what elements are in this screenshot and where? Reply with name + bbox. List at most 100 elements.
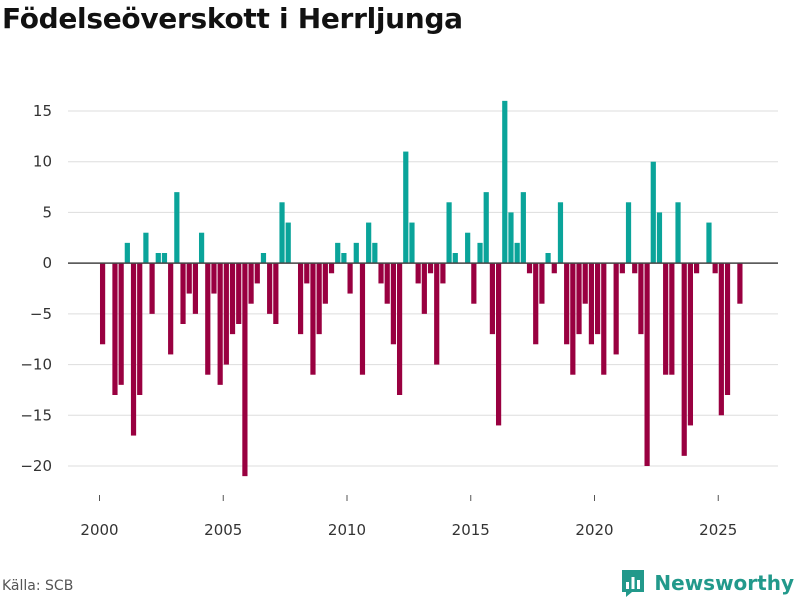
bar-negative: [211, 263, 217, 294]
bar-positive: [372, 242, 378, 264]
x-tick-label: 2020: [575, 521, 613, 539]
y-tick-label: −10: [20, 356, 52, 374]
bar-negative: [427, 263, 434, 274]
y-tick-label: 0: [42, 254, 52, 272]
bar-negative: [137, 263, 143, 395]
bar-negative: [495, 263, 502, 426]
bar-positive: [143, 232, 149, 264]
bar-positive: [502, 100, 508, 264]
bar-negative: [693, 263, 700, 274]
bar-positive: [483, 192, 489, 264]
bar-negative: [322, 263, 328, 304]
bar-negative: [328, 263, 335, 274]
x-tick-label: 2010: [328, 521, 366, 539]
bar-negative: [588, 263, 595, 345]
bar-positive: [508, 212, 514, 264]
bar-negative: [149, 263, 155, 314]
bar-negative: [359, 263, 366, 375]
bar-positive: [366, 222, 372, 264]
bar-negative: [390, 263, 397, 345]
bar-negative: [570, 263, 576, 375]
bar-positive: [353, 242, 359, 264]
bar-negative: [619, 263, 625, 274]
bar-negative: [421, 263, 427, 314]
bar-negative: [192, 263, 199, 314]
bar-negative: [415, 263, 421, 284]
y-tick-label: −20: [20, 457, 52, 475]
brand-logo[interactable]: Newsworthy: [620, 568, 794, 598]
newsworthy-logo-icon: [622, 570, 645, 597]
bar-negative: [273, 263, 279, 324]
bar-negative: [434, 263, 440, 365]
bar-positive: [545, 253, 551, 264]
bar-positive: [285, 222, 291, 264]
bar-negative: [112, 263, 118, 395]
bar-negative: [118, 263, 124, 385]
bar-negative: [440, 263, 446, 284]
bar-negative: [99, 263, 106, 345]
bar-negative: [236, 263, 242, 324]
x-tick-label: 2025: [699, 521, 737, 539]
bar-positive: [335, 242, 341, 264]
bar-negative: [229, 263, 236, 335]
y-tick-label: −5: [30, 305, 52, 323]
bar-negative: [267, 263, 273, 314]
bar-negative: [632, 263, 638, 274]
bar-negative: [533, 263, 539, 345]
bar-negative: [223, 263, 229, 365]
bar-negative: [663, 263, 669, 375]
bar-positive: [675, 202, 681, 264]
bar-negative: [297, 263, 304, 335]
bar-negative: [242, 263, 248, 477]
bar-positive: [514, 242, 520, 264]
bar-negative: [669, 263, 675, 375]
bar-positive: [656, 212, 663, 264]
bar-negative: [304, 263, 310, 284]
bar-negative: [378, 263, 384, 284]
bar-negative: [582, 263, 588, 304]
gridlines: [68, 110, 778, 467]
bar-positive: [520, 192, 526, 264]
bar-positive: [706, 222, 712, 264]
bar-positive: [409, 222, 415, 264]
source-note: Källa: SCB: [2, 578, 74, 594]
bar-positive: [341, 253, 347, 264]
bar-negative: [489, 263, 496, 335]
bars: [99, 100, 743, 477]
x-tick-label: 2000: [80, 521, 118, 539]
x-axis: 2000 2005 2010 2015 2020 2025: [80, 495, 737, 539]
x-tick-label: 2015: [452, 521, 490, 539]
bar-negative: [594, 263, 601, 335]
bar-negative: [526, 263, 533, 274]
bar-positive: [174, 192, 180, 264]
bar-negative: [217, 263, 223, 385]
bar-negative: [205, 263, 211, 375]
bar-negative: [737, 263, 743, 304]
bar-negative: [551, 263, 557, 274]
bar-negative: [396, 263, 403, 395]
x-tick-label: 2005: [204, 521, 242, 539]
bar-positive: [155, 253, 161, 264]
y-tick-label: 15: [33, 102, 52, 120]
bar-negative: [130, 263, 137, 436]
bar-positive: [477, 242, 483, 264]
bar-positive: [557, 202, 564, 264]
bar-negative: [712, 263, 718, 274]
bar-positive: [198, 232, 205, 264]
bar-positive: [403, 151, 409, 264]
bar-negative: [316, 263, 322, 335]
bar-positive: [650, 161, 656, 264]
bar-negative: [613, 263, 619, 355]
bar-negative: [310, 263, 316, 375]
bar-negative: [638, 263, 644, 335]
y-axis-labels: 15 10 5 0 −5 −10 −15 −20: [20, 102, 52, 475]
bar-negative: [384, 263, 390, 304]
chart-title: Födelseöverskott i Herrljunga: [2, 2, 463, 35]
brand-name: Newsworthy: [654, 571, 794, 595]
bar-negative: [180, 263, 186, 324]
bar-negative: [601, 263, 607, 375]
bar-negative: [186, 263, 192, 294]
bar-negative: [471, 263, 477, 304]
y-tick-label: −15: [20, 406, 52, 424]
